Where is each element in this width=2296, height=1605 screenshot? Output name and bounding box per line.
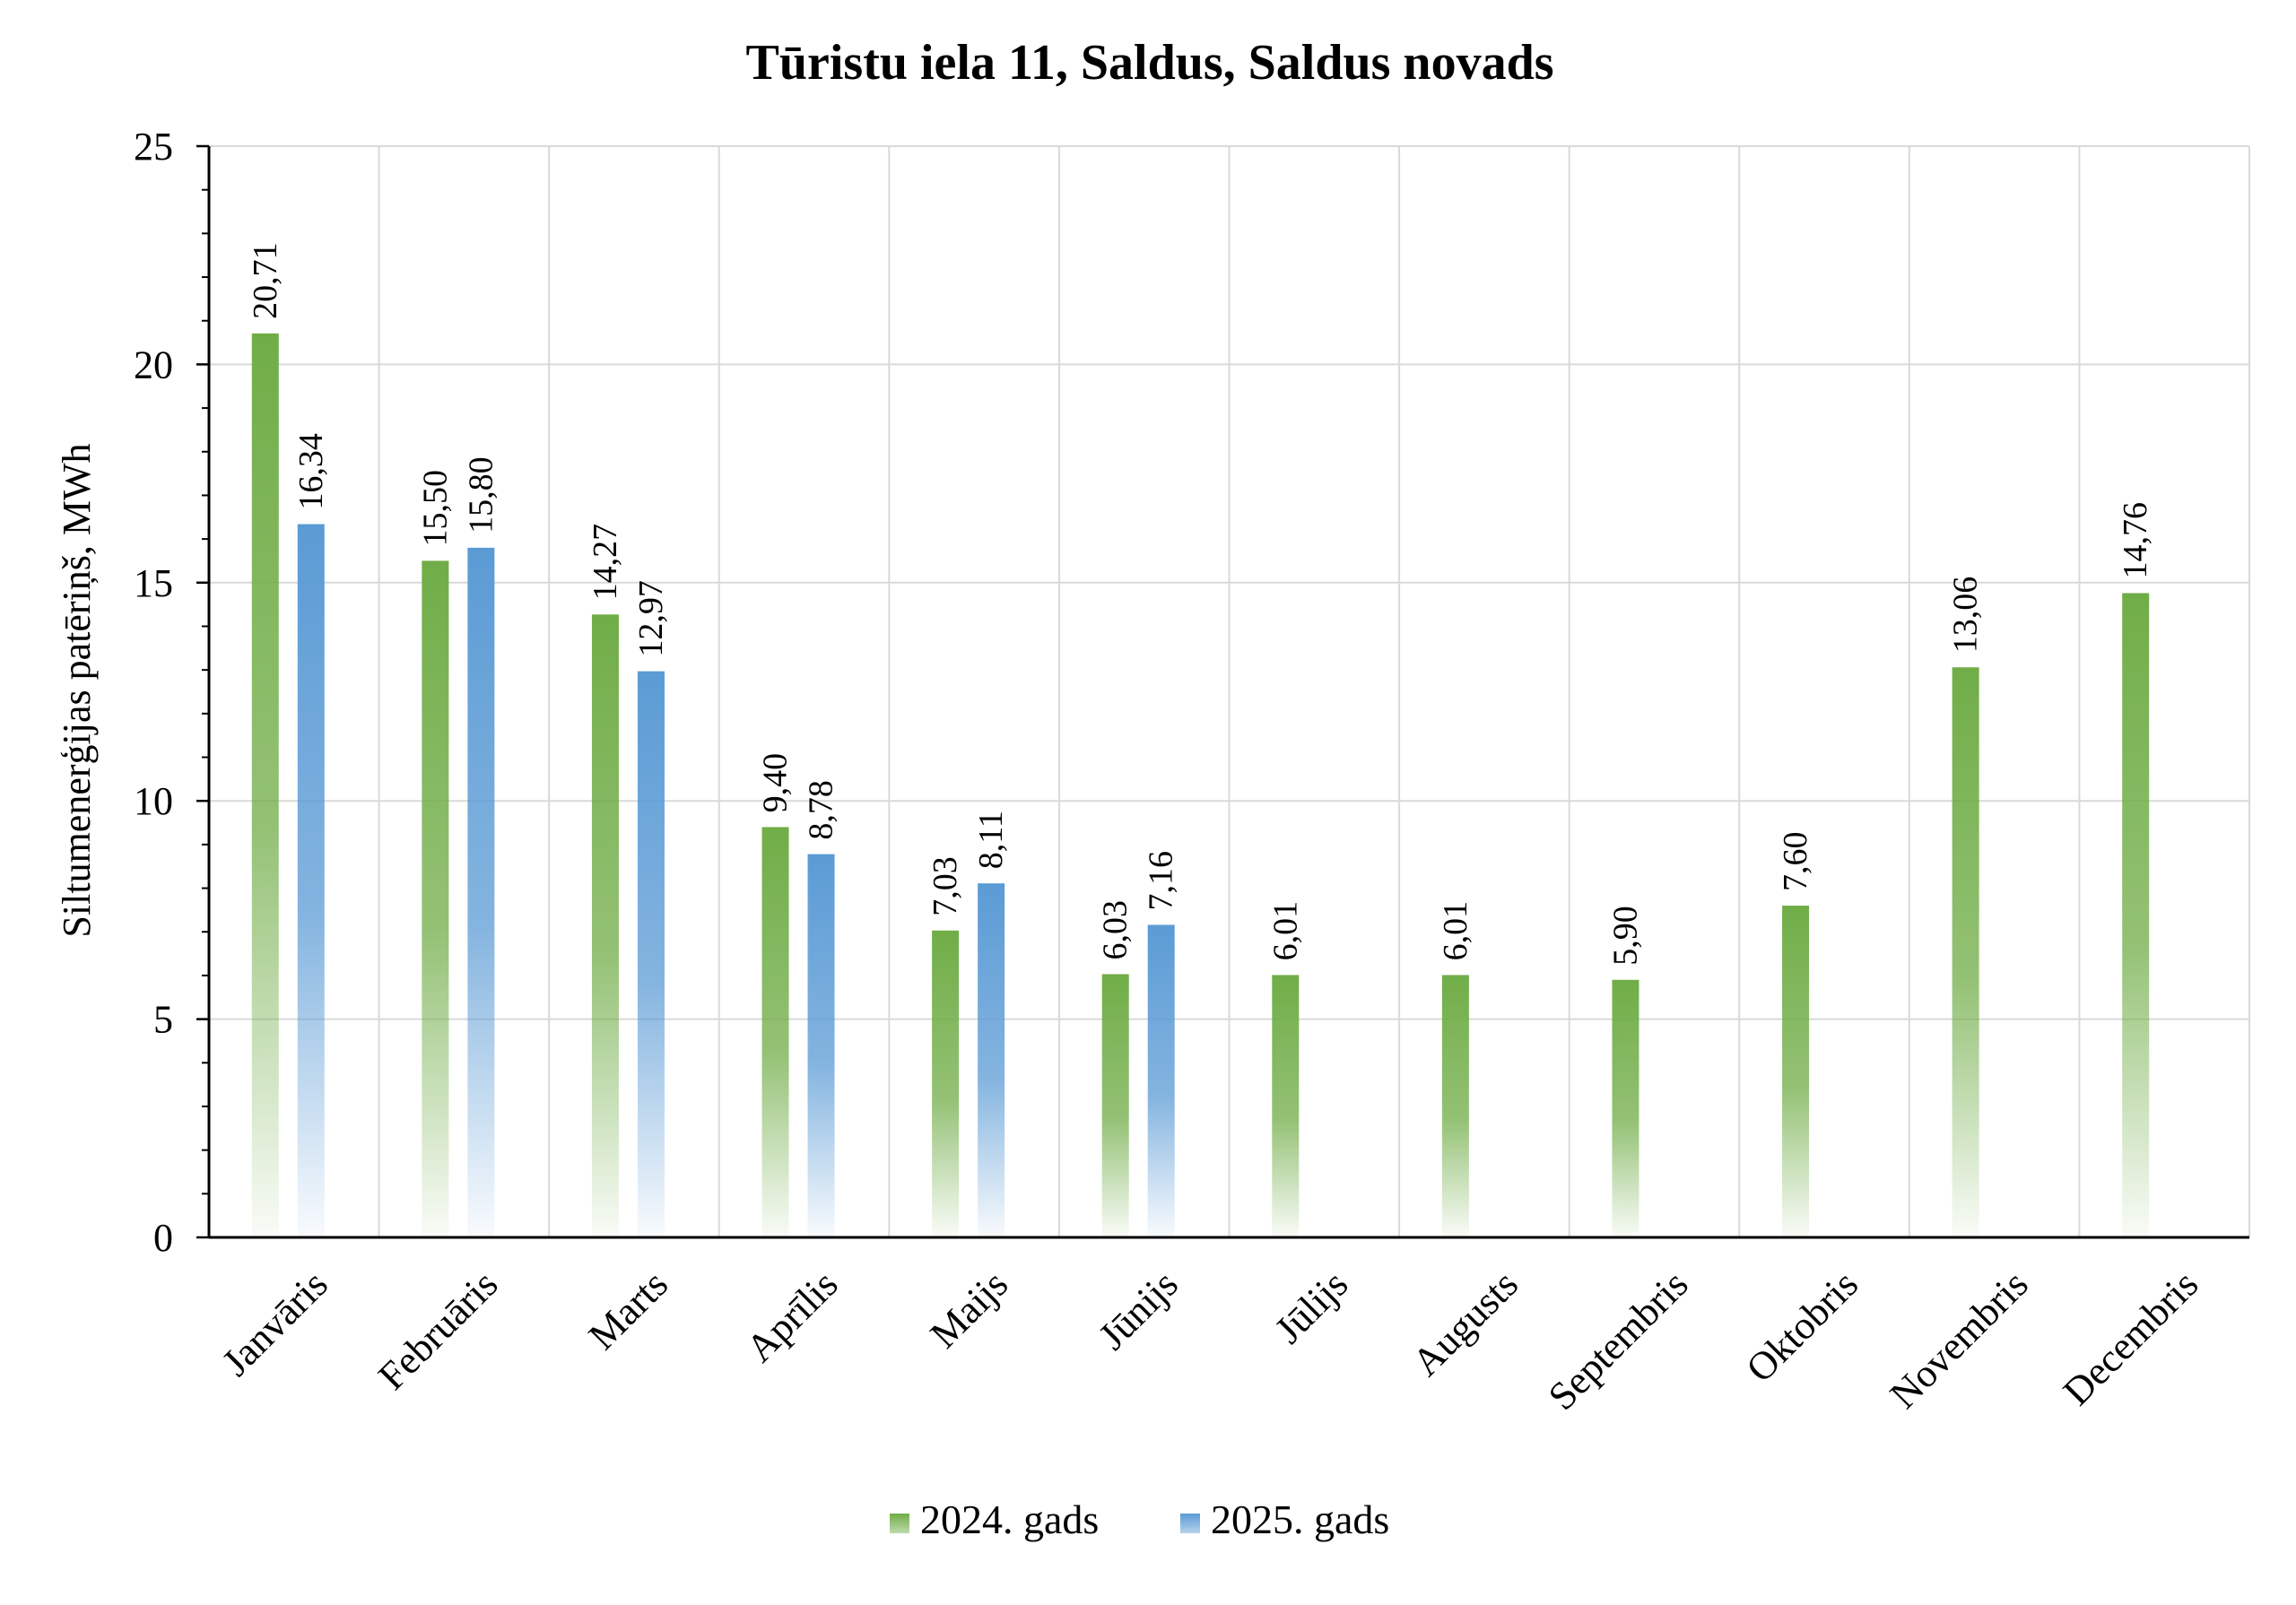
y-tick-label: 25 [134, 125, 173, 169]
x-category-label: Novembris [1882, 1262, 2037, 1417]
data-label: 7,60 [1777, 832, 1814, 892]
legend-item-2024: 2024. gads [890, 1497, 1099, 1542]
bar-2025 [297, 524, 325, 1237]
bar-2024 [2122, 593, 2150, 1237]
data-label: 15,80 [462, 456, 500, 534]
bars [251, 333, 2150, 1238]
y-tick-label: 5 [153, 998, 173, 1042]
bar-2025 [807, 854, 835, 1237]
data-label: 12,97 [632, 580, 670, 657]
bar-2025 [978, 883, 1005, 1237]
x-category-label: Marts [580, 1262, 676, 1358]
bar-2024 [1952, 667, 1979, 1237]
bar-2024 [422, 560, 449, 1237]
bar-2024 [591, 614, 619, 1237]
axes: 0 5 10 15 20 25 Janvāris Februāris Marts Aprīlis M… [134, 125, 2249, 1418]
bar-2024 [1101, 974, 1129, 1237]
chart-title: Tūristu iela 11, Saldus, Saldus novads [745, 35, 1553, 91]
x-category-label: Septembris [1540, 1262, 1697, 1418]
bar-2024 [761, 827, 789, 1237]
y-tick-label: 0 [153, 1216, 173, 1260]
data-label: 7,16 [1143, 851, 1180, 911]
x-category-label: Janvāris [213, 1262, 336, 1384]
bar-2024 [1441, 975, 1469, 1237]
data-label: 6,01 [1266, 901, 1304, 961]
bar-2025 [1147, 924, 1175, 1237]
data-label: 6,01 [1437, 901, 1474, 961]
legend-label: 2024. gads [920, 1497, 1099, 1542]
data-label: 5,90 [1606, 906, 1644, 966]
bar-2025 [637, 671, 665, 1237]
x-category-label: Februāris [370, 1262, 506, 1398]
bar-2024 [1272, 975, 1300, 1237]
data-label: 8,11 [972, 811, 1010, 869]
bar-2025 [467, 547, 495, 1237]
gridlines [209, 145, 2250, 1237]
legend-swatch [890, 1514, 909, 1533]
data-label: 16,34 [292, 433, 330, 510]
bar-2024 [251, 333, 279, 1238]
data-label: 20,71 [247, 242, 284, 319]
legend-label: 2025. gads [1211, 1497, 1389, 1542]
x-category-label: Oktobris [1738, 1262, 1867, 1391]
y-tick-label: 15 [134, 561, 173, 605]
legend: 2024. gads 2025. gads [890, 1497, 1389, 1542]
legend-swatch [1180, 1514, 1200, 1533]
data-label: 8,78 [803, 780, 840, 840]
x-category-label: Aprīlis [738, 1262, 847, 1370]
data-label: 15,50 [416, 470, 454, 547]
x-category-label: Maijs [922, 1262, 1017, 1357]
bar-2024 [1782, 906, 1810, 1237]
data-labels: 20,71 15,50 14,27 9,40 7,03 6,03 6,01 6,01 5,90 7… [247, 242, 2154, 965]
y-tick-label: 20 [134, 343, 173, 386]
data-label: 13,06 [1947, 577, 1985, 654]
x-category-label: Augusts [1404, 1262, 1526, 1384]
x-category-label: Decembris [2055, 1262, 2206, 1413]
data-label: 14,27 [587, 524, 624, 601]
legend-item-2025: 2025. gads [1180, 1497, 1389, 1542]
y-tick-label: 10 [134, 779, 173, 823]
data-label: 7,03 [926, 856, 964, 916]
bar-2024 [1612, 979, 1639, 1237]
bar-2024 [932, 930, 960, 1237]
y-axis-label: Siltumenerģijas patēriņš, MWh [55, 443, 99, 937]
x-category-label: Jūlijs [1266, 1262, 1356, 1351]
data-label: 6,03 [1097, 900, 1135, 960]
data-label: 14,76 [2117, 502, 2154, 579]
x-category-label: Jūnijs [1091, 1262, 1187, 1358]
data-label: 9,40 [757, 753, 795, 813]
